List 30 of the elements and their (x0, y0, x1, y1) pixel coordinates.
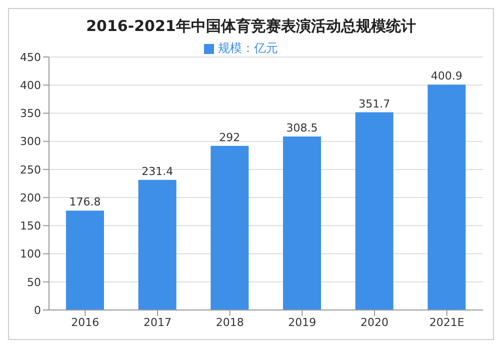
bar (138, 180, 176, 310)
x-tick-label: 2021E (429, 316, 464, 329)
bar (66, 210, 104, 310)
data-label: 400.9 (430, 70, 462, 83)
data-label: 292 (219, 130, 240, 144)
y-tick-label: 200 (20, 191, 41, 204)
data-label: 176.8 (69, 196, 101, 209)
bar (428, 84, 466, 310)
chart-title: 2016-2021年中国体育竞赛表演活动总规模统计 (85, 17, 417, 36)
legend-label: 规模：亿元 (218, 41, 278, 55)
x-tick-label: 2019 (288, 316, 316, 329)
x-tick-label: 2018 (216, 316, 244, 329)
y-tick-label: 400 (20, 79, 41, 92)
x-tick-label: 2017 (144, 316, 172, 329)
x-tick-label: 2016 (71, 316, 100, 329)
bar (210, 146, 249, 310)
bar (355, 112, 394, 310)
y-tick-label: 300 (20, 135, 41, 148)
y-tick-label: 250 (20, 163, 41, 176)
y-tick-label: 50 (27, 276, 41, 289)
x-tick-label: 2020 (360, 316, 388, 329)
y-tick-label: 150 (20, 220, 41, 233)
bar (283, 136, 321, 310)
y-tick-label: 100 (20, 248, 41, 261)
y-tick-label: 450 (20, 50, 41, 64)
data-label: 231.4 (142, 164, 174, 178)
y-tick-label: 350 (20, 107, 41, 120)
y-tick-label: 0 (34, 304, 41, 317)
data-label: 308.5 (286, 122, 318, 135)
data-label: 351.7 (358, 97, 390, 110)
